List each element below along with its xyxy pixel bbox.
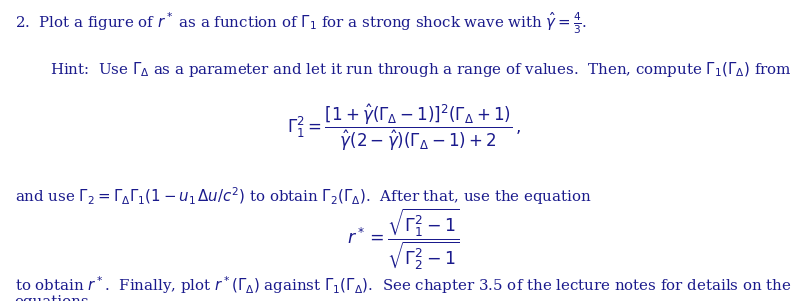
Text: Hint:  Use $\Gamma_\Delta$ as a parameter and let it run through a range of valu: Hint: Use $\Gamma_\Delta$ as a parameter…	[50, 60, 792, 79]
Text: and use $\Gamma_2 = \Gamma_\Delta\Gamma_1(1 - u_1\,\Delta u/c^2)$ to obtain $\Ga: and use $\Gamma_2 = \Gamma_\Delta\Gamma_…	[15, 185, 592, 207]
Text: $\Gamma_1^2 = \dfrac{[1 + \hat{\gamma}(\Gamma_\Delta - 1)]^2(\Gamma_\Delta + 1)}: $\Gamma_1^2 = \dfrac{[1 + \hat{\gamma}(\…	[286, 103, 521, 153]
Text: 2.  Plot a figure of $r^*$ as a function of $\Gamma_1$ for a strong shock wave w: 2. Plot a figure of $r^*$ as a function …	[15, 11, 587, 36]
Text: $r^* = \dfrac{\sqrt{\Gamma_1^2 - 1}}{\sqrt{\Gamma_2^2 - 1}}$: $r^* = \dfrac{\sqrt{\Gamma_1^2 - 1}}{\sq…	[347, 206, 460, 272]
Text: to obtain $r^*$.  Finally, plot $r^*(\Gamma_\Delta)$ against $\Gamma_1(\Gamma_\D: to obtain $r^*$. Finally, plot $r^*(\Gam…	[15, 274, 791, 296]
Text: equations.: equations.	[15, 295, 94, 301]
